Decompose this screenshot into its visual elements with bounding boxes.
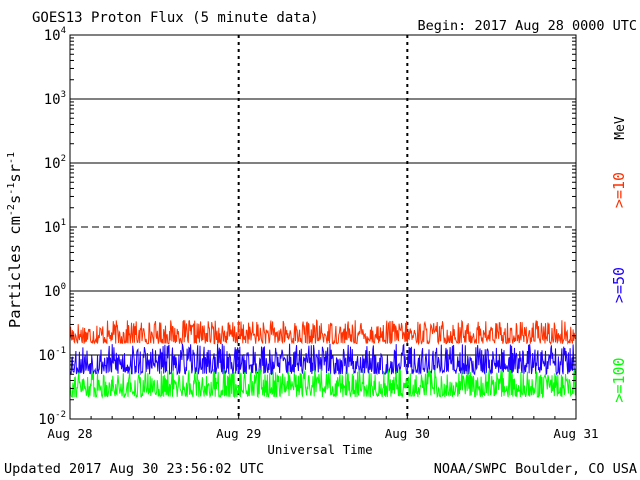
legend-entry-1: >=10 <box>610 172 628 208</box>
y-tick-base: 10 <box>44 156 61 172</box>
y-tick-exponent: -1 <box>55 346 66 356</box>
y-axis-label-sr: sr <box>6 164 24 183</box>
y-tick-exponent: 4 <box>61 26 66 36</box>
begin-time: Begin: 2017 Aug 28 0000 UTC <box>418 18 637 34</box>
y-tick-base: 10 <box>44 284 61 300</box>
y-tick-base: 10 <box>44 220 61 236</box>
series-line-2 <box>69 343 576 376</box>
y-tick-label: 100 <box>44 282 66 300</box>
x-tick-label: Aug 31 <box>553 426 598 441</box>
x-tick-label: Aug 29 <box>216 426 261 441</box>
series-line-1 <box>69 318 576 346</box>
series-line-3 <box>69 368 576 399</box>
y-tick-exponent: 1 <box>61 218 66 228</box>
y-axis-label-s: s <box>6 195 24 204</box>
x-tick-label: Aug 30 <box>385 426 430 441</box>
updated-time: Updated 2017 Aug 30 23:56:02 UTC <box>4 461 264 477</box>
x-axis-label: Universal Time <box>267 442 372 457</box>
y-tick-label: 104 <box>44 26 66 44</box>
x-tick-label: Aug 28 <box>47 426 92 441</box>
y-axis-label-exp2: -1 <box>6 183 17 195</box>
y-tick-label: 103 <box>44 90 66 108</box>
y-axis-label-exp3: -1 <box>6 152 17 164</box>
y-tick-base: 10 <box>44 28 61 44</box>
y-tick-label: 10-1 <box>38 346 66 364</box>
y-axis-label-exp1: -2 <box>6 204 17 216</box>
chart-title: GOES13 Proton Flux (5 minute data) <box>32 10 319 26</box>
legend-unit: MeV <box>613 116 628 140</box>
y-tick-label: 10-2 <box>38 410 66 428</box>
y-tick-base: 10 <box>44 92 61 108</box>
legend-entry-3: >=100 <box>610 357 628 402</box>
y-axis-label-main: Particles cm <box>6 216 24 328</box>
credit-text: NOAA/SWPC Boulder, CO USA <box>434 461 637 477</box>
y-tick-label: 102 <box>44 154 66 172</box>
y-tick-label: 101 <box>44 218 66 236</box>
y-tick-exponent: 2 <box>61 154 66 164</box>
y-tick-base: 10 <box>38 348 55 364</box>
legend-entry-2: >=50 <box>610 267 628 303</box>
y-axis-label: Particles cm-2s-1sr-1 <box>6 152 24 328</box>
legend: MeV >=10 >=50 >=100 <box>610 116 628 402</box>
y-tick-exponent: 0 <box>61 282 66 292</box>
y-tick-exponent: 3 <box>61 90 66 100</box>
y-tick-base: 10 <box>38 412 55 428</box>
y-tick-exponent: -2 <box>55 410 66 420</box>
